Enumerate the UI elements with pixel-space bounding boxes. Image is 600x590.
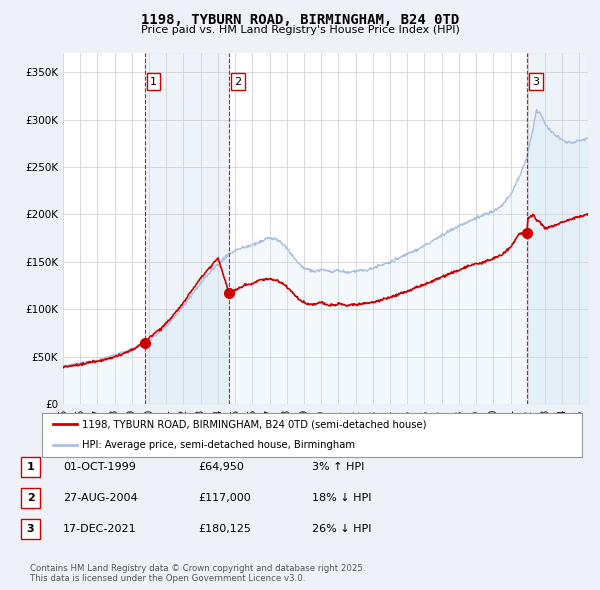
Text: 18% ↓ HPI: 18% ↓ HPI xyxy=(312,493,371,503)
Bar xyxy=(527,53,588,404)
Text: 3% ↑ HPI: 3% ↑ HPI xyxy=(312,463,364,472)
Text: 1198, TYBURN ROAD, BIRMINGHAM, B24 0TD (semi-detached house): 1198, TYBURN ROAD, BIRMINGHAM, B24 0TD (… xyxy=(83,419,427,429)
Text: 2: 2 xyxy=(27,493,34,503)
Text: 1198, TYBURN ROAD, BIRMINGHAM, B24 0TD: 1198, TYBURN ROAD, BIRMINGHAM, B24 0TD xyxy=(141,13,459,27)
Text: 1: 1 xyxy=(150,77,157,87)
Text: 26% ↓ HPI: 26% ↓ HPI xyxy=(312,524,371,533)
Text: £180,125: £180,125 xyxy=(198,524,251,533)
Text: Price paid vs. HM Land Registry's House Price Index (HPI): Price paid vs. HM Land Registry's House … xyxy=(140,25,460,35)
Text: 01-OCT-1999: 01-OCT-1999 xyxy=(63,463,136,472)
Bar xyxy=(145,53,229,404)
Text: 3: 3 xyxy=(27,524,34,533)
Text: Contains HM Land Registry data © Crown copyright and database right 2025.
This d: Contains HM Land Registry data © Crown c… xyxy=(30,563,365,583)
Text: 2: 2 xyxy=(235,77,242,87)
Text: 17-DEC-2021: 17-DEC-2021 xyxy=(63,524,137,533)
Text: £64,950: £64,950 xyxy=(198,463,244,472)
Text: 1: 1 xyxy=(27,463,34,472)
Text: £117,000: £117,000 xyxy=(198,493,251,503)
Text: 3: 3 xyxy=(532,77,539,87)
Text: 27-AUG-2004: 27-AUG-2004 xyxy=(63,493,137,503)
Text: HPI: Average price, semi-detached house, Birmingham: HPI: Average price, semi-detached house,… xyxy=(83,440,355,450)
